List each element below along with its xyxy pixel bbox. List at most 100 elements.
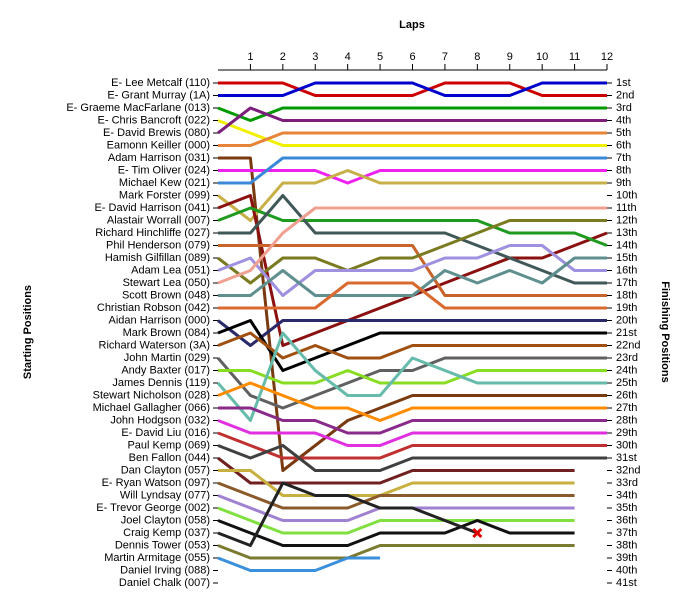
driver-label: E- David Liu (016)	[121, 427, 210, 439]
driver-label: Aidan Harrison (000)	[109, 314, 211, 326]
y2-tick-label: 31st	[616, 452, 637, 464]
driver-label: Martin Armitage (055)	[104, 552, 210, 564]
y2-tick-label: 11th	[616, 202, 637, 214]
driver-label: Dennis Tower (053)	[115, 539, 210, 551]
driver-line	[218, 369, 607, 385]
driver-label: E- Ryan Watson (097)	[102, 477, 210, 489]
driver-label: Andy Baxter (017)	[121, 364, 210, 376]
driver-line	[218, 156, 607, 472]
y-axis-label: Starting Positions	[22, 285, 34, 379]
driver-label: Stewart Lea (050)	[123, 277, 210, 289]
y2-tick-label: 30th	[616, 439, 637, 451]
y2-tick-label: 26th	[616, 389, 637, 401]
driver-line	[218, 244, 607, 297]
driver-line	[217, 319, 607, 372]
y2-tick-label: 18th	[616, 289, 637, 301]
y2-tick-label: 14th	[616, 239, 637, 251]
y2-tick-label: 25th	[616, 377, 637, 389]
y2-tick-label: 35th	[616, 502, 637, 514]
driver-label: Christian Robson (042)	[97, 302, 210, 314]
driver-line	[217, 444, 607, 472]
y2-tick-label: 19th	[616, 302, 637, 314]
driver-line	[218, 156, 607, 185]
driver-line	[218, 131, 607, 147]
y2-tick-label: 20th	[616, 314, 637, 326]
y2-tick-label: 41st	[616, 577, 637, 589]
y2-tick-label: 2nd	[616, 89, 634, 101]
driver-label: Daniel Irving (088)	[120, 564, 210, 576]
driver-line	[217, 169, 607, 222]
driver-line	[217, 506, 575, 535]
driver-label: Mark Brown (084)	[123, 327, 210, 339]
x-tick-label: 5	[377, 51, 383, 63]
driver-label: Ben Fallon (044)	[129, 452, 210, 464]
y2-tick-label: 29th	[616, 427, 637, 439]
driver-line	[216, 331, 607, 422]
driver-label: E- Tim Oliver (024)	[118, 164, 210, 176]
driver-line	[217, 219, 607, 285]
y2-tick-label: 5th	[616, 127, 631, 139]
driver-label: Adam Harrison (031)	[108, 152, 210, 164]
driver-line	[217, 419, 607, 447]
y2-tick-label: 23rd	[616, 352, 638, 364]
driver-line	[218, 81, 607, 97]
y2-tick-label: 1st	[616, 77, 631, 89]
x-tick-label: 4	[345, 51, 351, 63]
x-tick-label: 9	[507, 51, 513, 63]
driver-label: Phil Henderson (079)	[106, 239, 210, 251]
driver-label: Stewart Nicholson (028)	[93, 389, 210, 401]
driver-label: Paul Kemp (069)	[127, 439, 210, 451]
y2-tick-label: 32nd	[616, 464, 640, 476]
driver-line	[217, 244, 607, 297]
driver-label: Dan Clayton (057)	[121, 464, 210, 476]
y2-tick-label: 39th	[616, 552, 637, 564]
y2-tick-label: 36th	[616, 514, 637, 526]
driver-label: Michael Gallagher (066)	[93, 402, 210, 414]
driver-label: E- David Harrison (041)	[94, 202, 210, 214]
y2-tick-label: 8th	[616, 164, 631, 176]
y2-tick-label: 7th	[616, 152, 631, 164]
driver-label: Michael Kew (021)	[119, 177, 210, 189]
y2-tick-label: 12th	[616, 214, 637, 226]
driver-label: E- Trevor George (002)	[96, 502, 210, 514]
y2-tick-label: 40th	[616, 564, 637, 576]
y2-tick-label: 34th	[616, 489, 637, 501]
y2-tick-label: 16th	[616, 264, 637, 276]
x-tick-label: 8	[474, 51, 480, 63]
driver-line	[217, 481, 478, 547]
driver-line	[217, 381, 607, 422]
x-tick-label: 7	[442, 51, 448, 63]
y2-tick-label: 15th	[616, 252, 637, 264]
retired-marker	[472, 527, 483, 539]
driver-line	[217, 544, 575, 560]
driver-line	[217, 106, 607, 122]
y2-axis-label: Finishing Positions	[659, 281, 671, 382]
driver-label: Joel Clayton (058)	[121, 514, 210, 526]
driver-label: E- Graeme MacFarlane (013)	[66, 102, 210, 114]
y2-tick-label: 10th	[616, 189, 637, 201]
driver-label: E- Grant Murray (1A)	[107, 89, 210, 101]
driver-label: E- Lee Metcalf (110)	[111, 77, 210, 89]
y2-tick-label: 21st	[616, 327, 637, 339]
driver-label: John Martin (029)	[124, 352, 210, 364]
chart-title: Laps	[399, 19, 425, 31]
driver-label: E- David Brewis (080)	[103, 127, 210, 139]
x-tick-label: 11	[569, 51, 580, 63]
driver-label: Richard Hinchliffe (027)	[95, 227, 210, 239]
driver-label: Adam Lea (051)	[131, 264, 210, 276]
y2-tick-label: 22nd	[616, 339, 640, 351]
y2-tick-label: 37th	[616, 527, 637, 539]
x-tick-label: 2	[280, 51, 286, 63]
driver-label: Mark Forster (099)	[119, 189, 210, 201]
x-tick-label: 6	[409, 51, 415, 63]
driver-line	[217, 206, 607, 285]
driver-line	[218, 81, 607, 97]
driver-label: Hamish Gilfillan (089)	[105, 252, 210, 264]
driver-line	[217, 319, 607, 347]
driver-line	[217, 119, 607, 147]
driver-label: Eamonn Keiller (000)	[107, 139, 210, 151]
y2-tick-label: 33rd	[616, 477, 638, 489]
driver-label: Craig Kemp (037)	[123, 527, 210, 539]
y2-tick-label: 24th	[616, 364, 637, 376]
